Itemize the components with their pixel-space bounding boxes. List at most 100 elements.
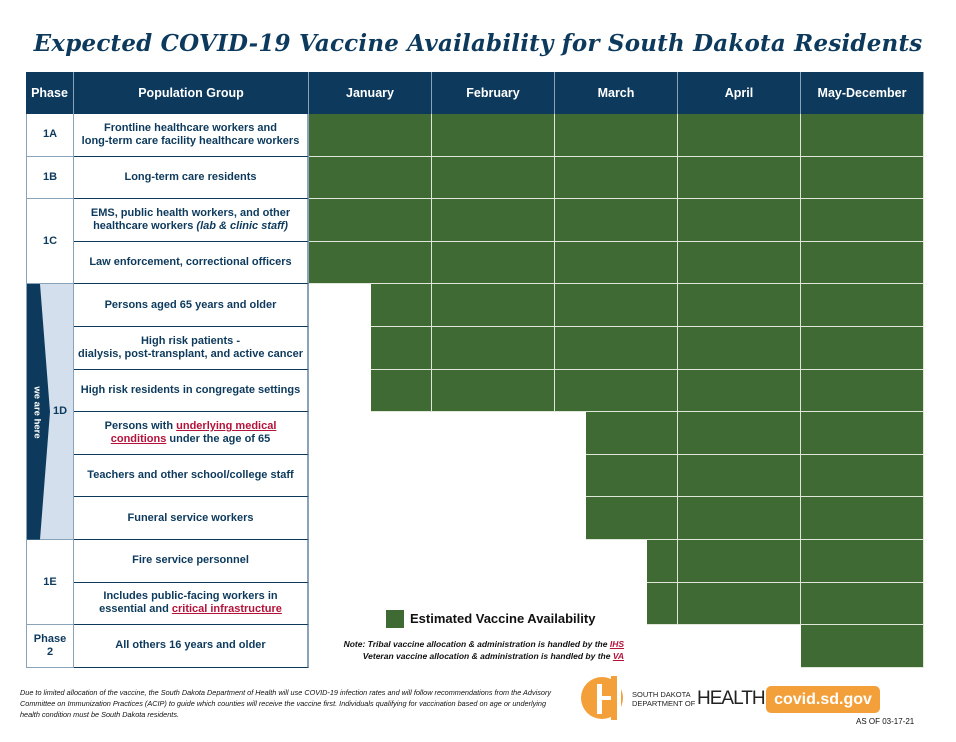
availability-bar [432,114,555,157]
population-group: Law enforcement, correctional officers [74,241,309,285]
population-text: long-term care facility healthcare worke… [81,134,300,147]
availability-bar [432,241,555,285]
note-veteran-text: Veteran vaccine allocation & administrat… [362,651,613,661]
header-phase: Phase [26,72,74,114]
condition-link[interactable]: critical infrastructure [171,603,282,616]
population-text: Frontline healthcare workers and [104,121,277,134]
population-text: essential and [99,603,172,616]
availability-bar [801,497,924,540]
phase-label: Phase 2 [33,632,67,658]
legend-label: Estimated Vaccine Availability [410,611,596,626]
condition-link[interactable]: underlying medical [176,419,277,432]
we-are-here-label: we are here [31,386,43,439]
availability-bar [309,199,432,242]
availability-bar [801,156,924,200]
va-link[interactable]: VA [612,651,624,661]
phase-cell: 1E [26,540,74,626]
header-month: May-December [801,72,924,114]
availability-bar [801,540,924,583]
availability-bar [678,540,801,583]
phase-cell: Phase 2 [26,625,74,668]
population-text: EMS, public health workers, and other [90,206,291,219]
phase-cell: 1C [26,199,74,285]
availability-bar [801,284,924,327]
phase-cell: 1A [26,114,74,157]
logo-line2: DEPARTMENT OF [632,699,696,708]
availability-bar [801,582,924,626]
population-text: Long-term care residents [124,170,257,183]
availability-bar [647,540,678,583]
population-text: All others 16 years and older [115,639,266,652]
availability-bar [678,284,801,327]
population-group: Fire service personnel [74,540,309,583]
population-text: Persons with [104,419,177,432]
phase-cell: 1B [26,156,74,200]
availability-bar [370,284,432,327]
population-text: High risk patients - [140,334,241,347]
availability-bar [585,454,678,498]
availability-bar [678,412,801,455]
population-group: Funeral service workers [74,497,309,540]
phase-label: 1E [43,575,57,588]
population-group: Includes public-facing workers in essenti… [74,582,309,626]
header-population: Population Group [74,72,309,114]
availability-bar [432,156,555,200]
availability-bar [678,156,801,200]
population-text: dialysis, post-transplant, and active ca… [78,347,303,360]
header-month: March [555,72,678,114]
population-text: High risk residents in congregate settin… [80,383,301,396]
availability-bar [678,369,801,413]
health-logo-icon [581,676,623,720]
population-group: Long-term care residents [74,156,309,200]
logo-health-word: HEALTH [697,688,766,709]
note-veteran: Veteran vaccine allocation & administrat… [363,651,624,661]
we-are-here-arrow-icon [27,284,50,540]
note-tribal: Note: Tribal vaccine allocation & admini… [344,639,624,649]
availability-bar [801,454,924,498]
page-title: Expected COVID-19 Vaccine Availability f… [33,30,923,57]
population-group: Frontline healthcare workers and long-ter… [74,114,309,157]
availability-bar [678,114,801,157]
population-text: under the age of 65 [166,432,271,445]
availability-bar [801,412,924,455]
availability-bar [801,199,924,242]
phase-cell: we are here 1D [26,284,74,540]
availability-bar [801,327,924,370]
population-text: Funeral service workers [127,511,254,524]
availability-bar [585,412,678,455]
availability-bar [555,369,678,413]
population-text: (lab & clinic staff) [196,219,288,232]
population-group: Persons aged 65 years and older [74,284,309,327]
population-group: High risk patients - dialysis, post-trans… [74,327,309,370]
availability-bar [801,114,924,157]
availability-bar [801,369,924,413]
website-link[interactable]: covid.sd.gov [766,686,880,713]
availability-bar [555,284,678,327]
availability-bar [678,199,801,242]
condition-link[interactable]: conditions [110,432,167,445]
availability-bar [678,582,801,626]
availability-bar [309,241,432,285]
availability-bar [801,625,924,668]
population-group: All others 16 years and older [74,625,309,668]
availability-bar [432,284,555,327]
population-group: Persons with underlying medical condition… [74,412,309,455]
population-text: Fire service personnel [132,554,249,567]
legend-swatch [386,610,404,628]
header-month: April [678,72,801,114]
availability-bar [432,199,555,242]
phase-label: 1B [42,170,58,183]
population-group: High risk residents in congregate settin… [74,369,309,413]
availability-bar [678,497,801,540]
population-text: Teachers and other school/college staff [87,469,294,482]
availability-bar [585,497,678,540]
phase-label: 1D [52,405,68,418]
availability-bar [647,582,678,626]
availability-bar [555,327,678,370]
note-tribal-text: Note: Tribal vaccine allocation & admini… [343,639,610,649]
population-text: Law enforcement, correctional officers [89,256,292,269]
population-group: EMS, public health workers, and other hea… [74,199,309,242]
phase-label: 1C [42,234,58,247]
ihs-link[interactable]: IHS [609,639,624,649]
